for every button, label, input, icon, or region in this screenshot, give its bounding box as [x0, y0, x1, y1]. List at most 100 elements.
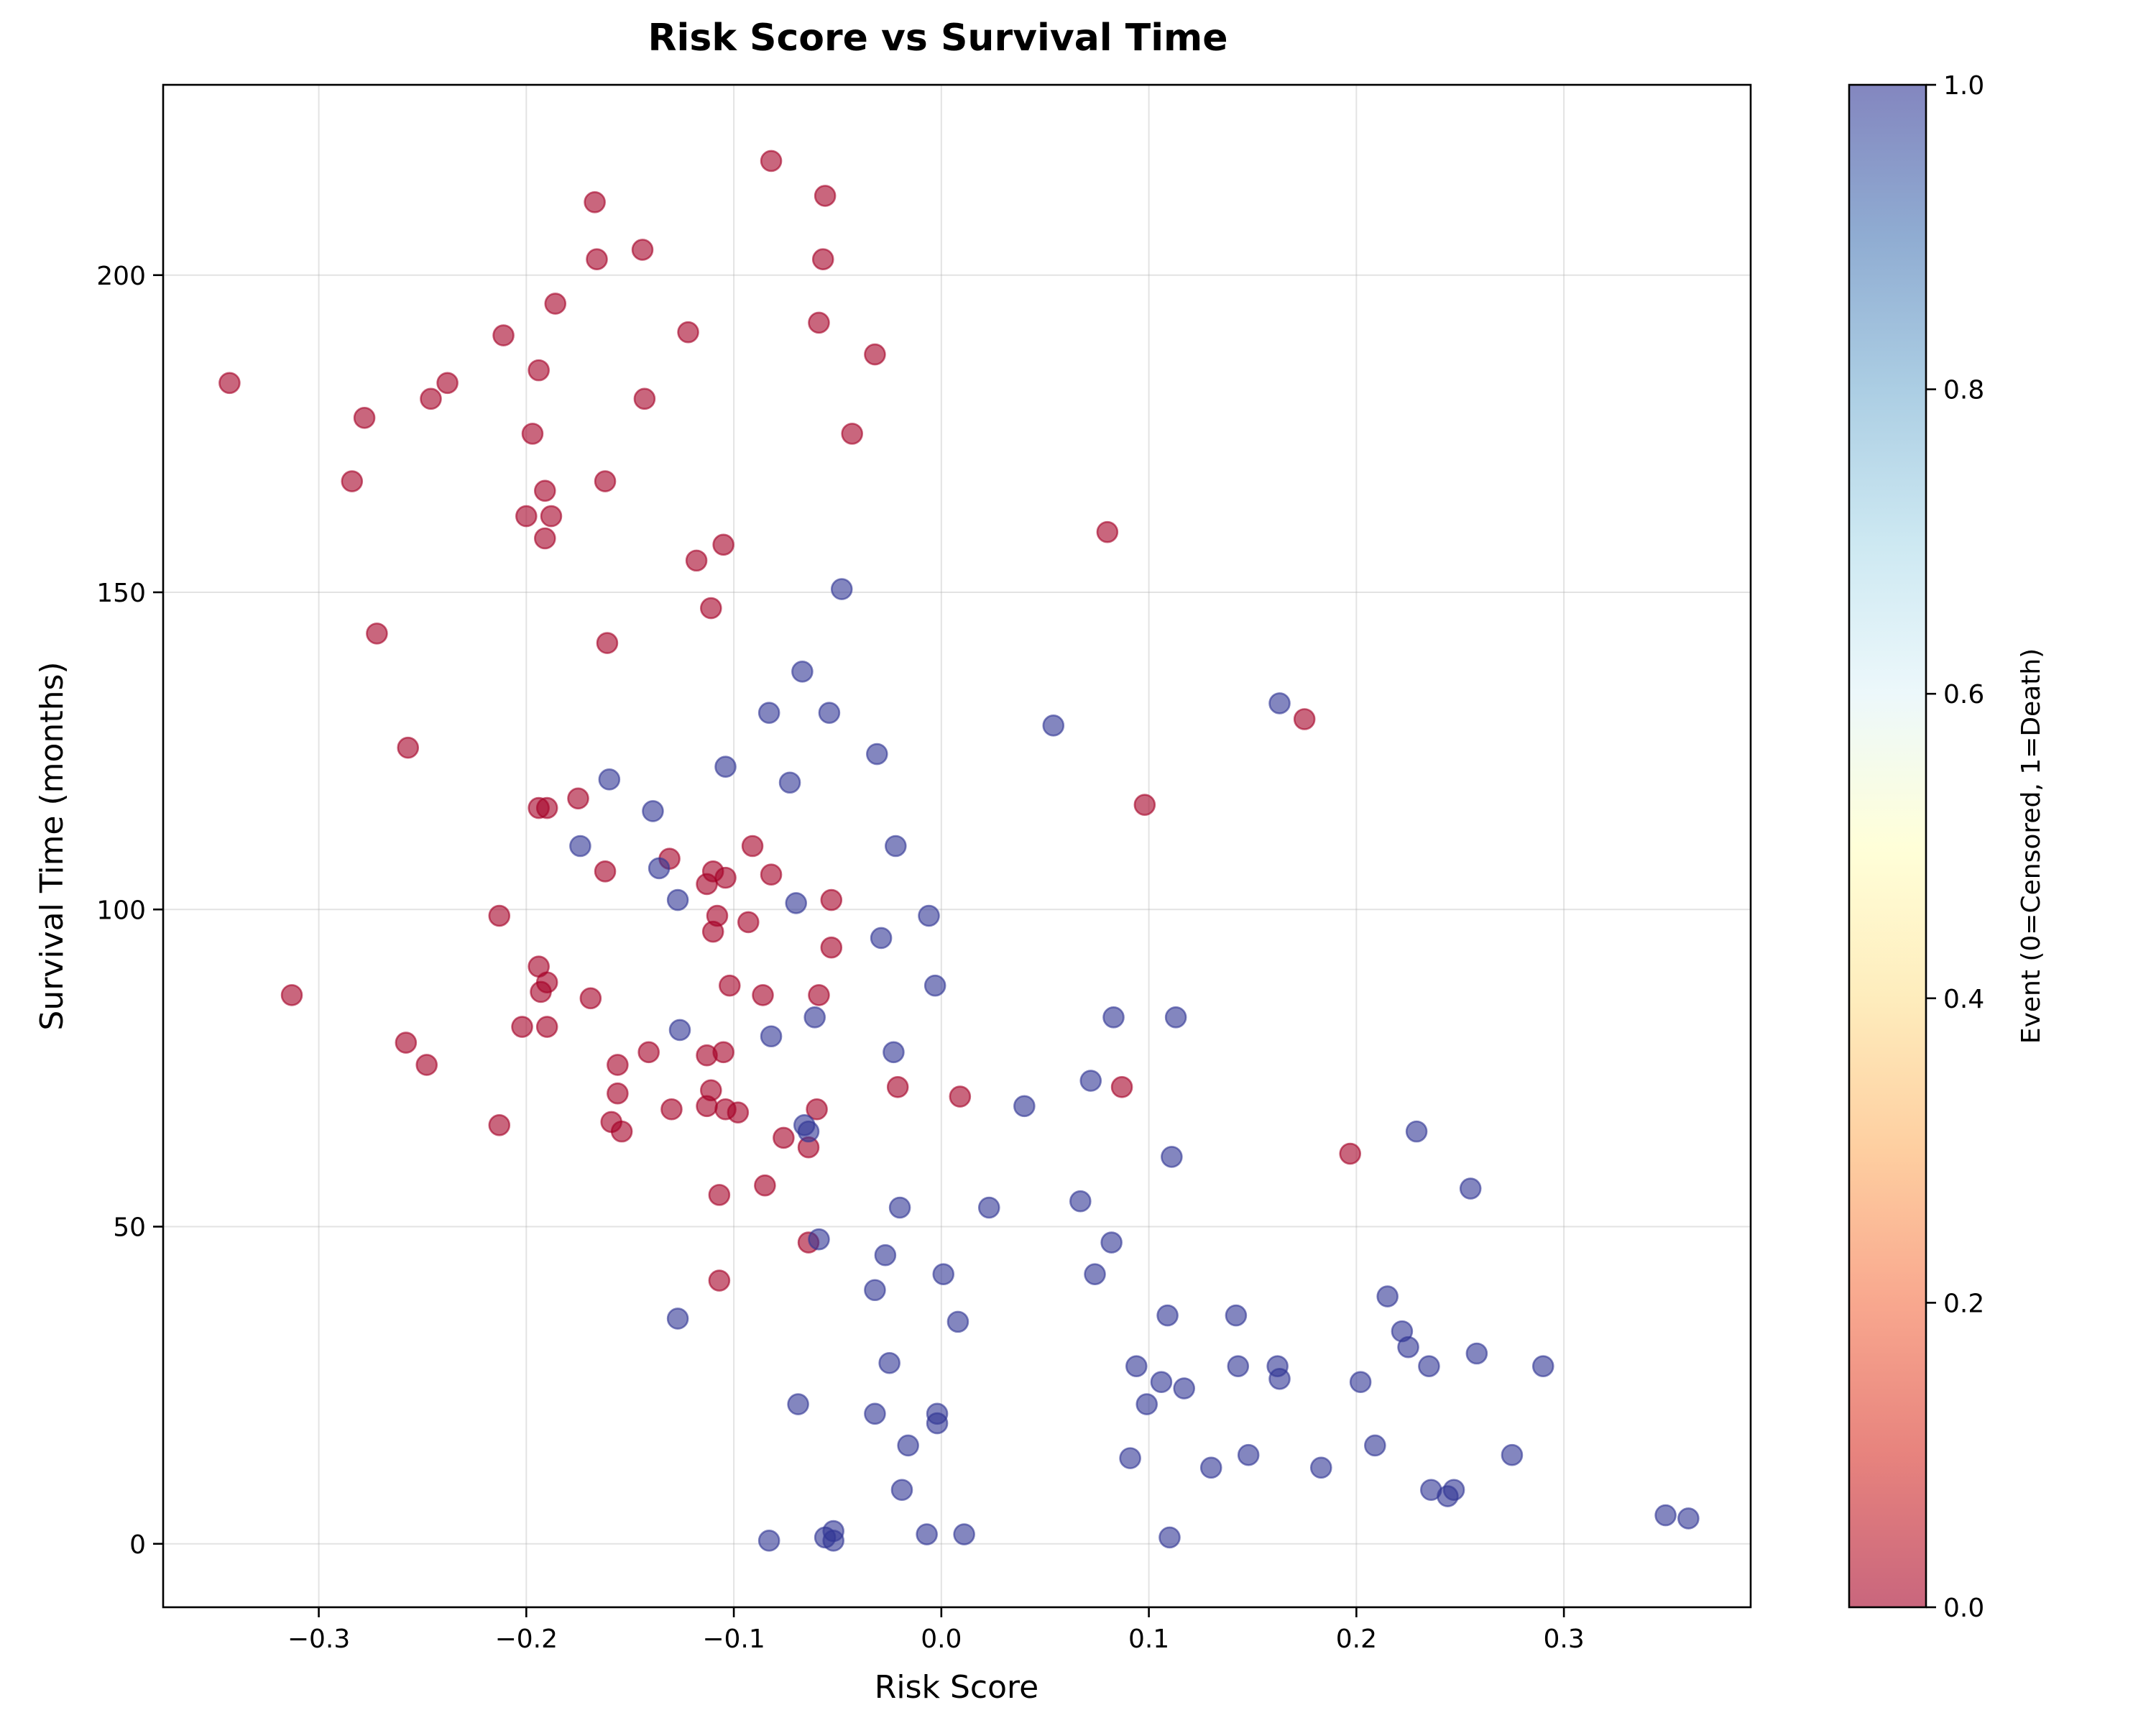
data-point-death [1161, 1146, 1183, 1168]
data-point-censored [544, 293, 567, 315]
data-point-death [1225, 1304, 1248, 1327]
data-point-death [1397, 1336, 1419, 1359]
data-point-death [1309, 1456, 1332, 1479]
data-point-death [1100, 1231, 1123, 1254]
data-point-censored [814, 185, 837, 207]
data-point-censored [754, 1174, 776, 1197]
x-tick-label: −0.1 [702, 1624, 765, 1654]
data-point-censored [280, 984, 303, 1006]
x-tick-label: 0.2 [1336, 1624, 1377, 1654]
data-point-death [946, 1310, 969, 1333]
data-point-censored [708, 1269, 731, 1292]
data-point-death [1084, 1263, 1106, 1285]
data-point-death [1418, 1355, 1440, 1377]
data-point-censored [488, 1114, 511, 1136]
data-point-death [1173, 1377, 1195, 1400]
data-point-death [760, 1025, 783, 1048]
plot-area-frame [162, 83, 1752, 1609]
data-point-death [1268, 1368, 1291, 1390]
data-point-censored [1110, 1076, 1133, 1098]
data-point-censored [760, 863, 783, 886]
data-point-death [1531, 1355, 1554, 1377]
data-point-death [666, 888, 689, 911]
data-point-censored [760, 150, 783, 173]
data-point-censored [607, 1054, 629, 1076]
x-axis-ticks: −0.3 −0.2 −0.1 0.0 0.1 0.2 0.3 [287, 1607, 1585, 1654]
data-point-death [1158, 1526, 1181, 1549]
x-axis-label: Risk Score [875, 1669, 1038, 1706]
data-point-death [870, 927, 893, 950]
data-point-censored [366, 622, 388, 645]
data-point-death [797, 1120, 820, 1143]
data-point-censored [436, 372, 459, 395]
colorbar-frame [1848, 83, 1927, 1609]
colorbar-label: Event (0=Censored, 1=Death) [2017, 648, 2046, 1044]
y-tick-label: 0 [129, 1530, 146, 1560]
data-point-death [757, 702, 780, 724]
data-point-censored [586, 248, 608, 270]
data-point-censored [706, 904, 729, 927]
data-point-censored [341, 470, 364, 492]
data-point-death [791, 661, 814, 683]
data-point-death [1465, 1342, 1488, 1365]
data-point-death [778, 771, 801, 794]
data-point-death [1102, 1006, 1125, 1029]
colorbar-tick-label: 0.0 [1943, 1594, 1984, 1623]
data-point-censored [806, 1098, 828, 1121]
data-point-censored [820, 888, 843, 911]
data-point-censored [540, 505, 563, 528]
data-point-death [1237, 1443, 1260, 1466]
data-point-death [953, 1523, 975, 1545]
x-tick-label: 0.1 [1128, 1624, 1169, 1654]
x-tick-label: −0.3 [287, 1624, 350, 1654]
data-point-censored [218, 372, 241, 395]
data-point-censored [685, 549, 708, 572]
data-point-death [714, 755, 737, 778]
data-point-death [1442, 1479, 1465, 1502]
data-point-censored [700, 1079, 722, 1102]
colorbar-tick-label: 0.8 [1943, 376, 1984, 405]
data-point-death [1501, 1443, 1524, 1466]
data-point-death [1135, 1393, 1158, 1415]
data-point-censored [820, 936, 843, 959]
data-point-censored [886, 1076, 909, 1098]
data-point-death [1677, 1507, 1700, 1530]
data-point-censored [594, 470, 617, 492]
data-point-death [916, 1523, 938, 1545]
chart-title: Risk Score vs Survival Time [648, 17, 1228, 60]
data-point-censored [579, 987, 602, 1010]
data-point-death [977, 1196, 1000, 1219]
data-point-death [808, 1228, 830, 1251]
data-point-death [885, 835, 907, 858]
data-point-death [1125, 1355, 1148, 1377]
data-point-censored [535, 1016, 558, 1038]
data-point-censored [511, 1016, 533, 1038]
data-point-censored [1339, 1142, 1361, 1165]
colorbar-tick-label: 0.6 [1943, 680, 1984, 709]
data-point-censored [677, 321, 699, 344]
x-tick-label: 0.0 [921, 1624, 962, 1654]
data-point-censored [811, 248, 834, 270]
data-point-death [822, 1530, 844, 1552]
data-point-death [864, 1279, 886, 1302]
data-point-censored [488, 904, 511, 927]
data-point-death [1227, 1355, 1250, 1377]
data-point-censored [607, 1082, 629, 1105]
data-point-death [883, 1041, 905, 1064]
x-tick-label: −0.2 [495, 1624, 558, 1654]
data-point-death [878, 1351, 900, 1374]
data-point-death [1164, 1006, 1187, 1029]
data-point-censored [596, 632, 619, 654]
data-point-death [918, 904, 940, 927]
data-point-death [897, 1434, 919, 1457]
data-point-censored [949, 1085, 972, 1108]
data-point-censored [808, 311, 830, 334]
y-tick-label: 100 [96, 896, 146, 925]
data-point-death [1069, 1190, 1092, 1213]
data-point-death [1150, 1371, 1173, 1394]
y-axis-ticks: 0 50 100 150 200 [96, 262, 163, 1560]
data-point-censored [395, 1031, 418, 1054]
data-point-censored [700, 597, 722, 620]
data-point-death [1268, 692, 1291, 714]
